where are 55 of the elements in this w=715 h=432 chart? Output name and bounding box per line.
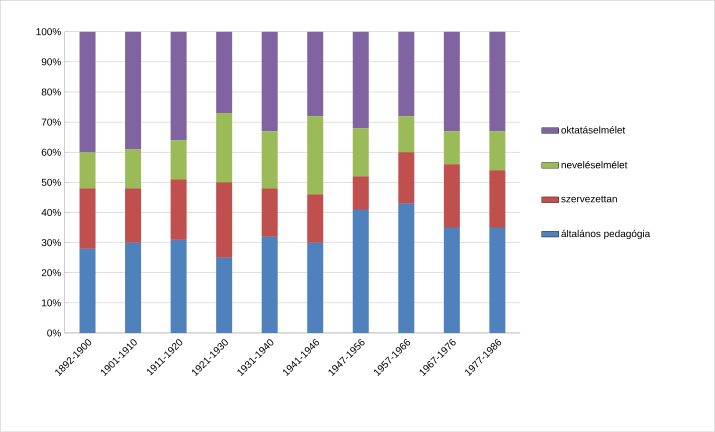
bar (352, 210, 369, 334)
bar (489, 228, 506, 334)
y-tick-label: 50% (42, 178, 61, 186)
bar (444, 164, 460, 228)
bar (125, 188, 142, 243)
y-tick-label: 70% (42, 118, 61, 126)
bar (352, 176, 369, 210)
bar (170, 32, 187, 140)
y-tick-label: 10% (42, 299, 61, 306)
bar (80, 32, 96, 152)
bar (262, 131, 278, 188)
bar (170, 240, 187, 334)
bar (444, 32, 460, 132)
y-tick-label: 60% (42, 148, 61, 156)
bar (444, 228, 460, 334)
legend-label: általános pedagógia (561, 230, 650, 240)
bar (262, 188, 278, 237)
y-tick-label: 30% (42, 239, 61, 246)
bar (125, 149, 142, 188)
bar (80, 248, 96, 334)
y-tick-label: 20% (42, 269, 61, 276)
bar (262, 236, 278, 334)
bar (489, 32, 506, 132)
y-tick-label: 80% (42, 88, 61, 96)
bar (216, 32, 232, 114)
bar (216, 182, 232, 258)
bar (80, 188, 96, 249)
bar (170, 140, 187, 180)
bar (216, 113, 232, 182)
bar (307, 194, 324, 243)
bar (444, 131, 460, 164)
bar (398, 116, 414, 152)
y-tick-label: 40% (42, 209, 61, 216)
y-tick-label: 90% (42, 58, 61, 66)
legend-label: oktatáselmélet (561, 126, 626, 134)
bar (398, 32, 414, 116)
bar (80, 152, 96, 188)
bar (216, 258, 232, 334)
bar (489, 170, 506, 228)
y-tick-label: 0% (47, 330, 61, 337)
bar (352, 128, 369, 176)
bar (125, 32, 142, 150)
legend-label: neveléselmélet (562, 161, 628, 169)
bar (489, 131, 506, 170)
bar (352, 32, 369, 128)
bar (307, 116, 324, 195)
bar (307, 242, 324, 334)
bar (398, 204, 414, 334)
bar (398, 152, 414, 204)
bar (170, 179, 187, 240)
bar (262, 32, 278, 132)
bar (125, 242, 142, 334)
y-tick-label: 100% (36, 28, 61, 36)
legend-label: szervezettan (561, 196, 617, 202)
bar (307, 32, 324, 116)
